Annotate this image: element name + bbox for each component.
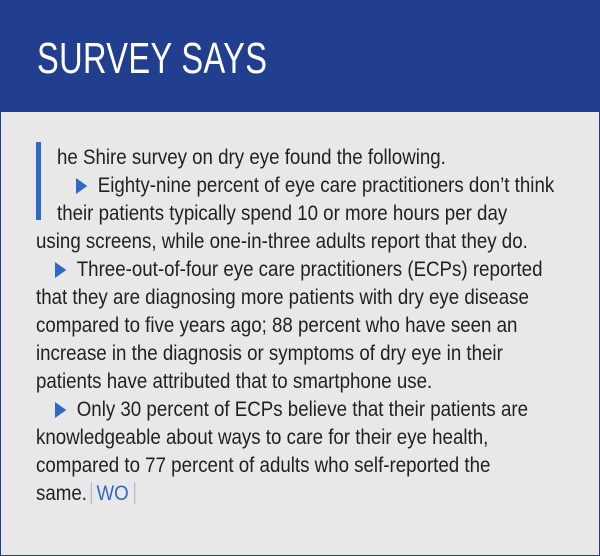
- body-line-8: increase in the diagnosis or symptoms of…: [36, 339, 503, 367]
- body-line-1: he Shire survey on dry eye found the fol…: [57, 143, 446, 171]
- bullet-1-text-cont: their patients typically spend 10 or mor…: [57, 201, 508, 225]
- bullet-2-text: Three-out-of-four eye care practitioners…: [76, 257, 543, 281]
- body-line-11: knowledgeable about ways to care for the…: [36, 423, 488, 451]
- body-line-7: compared to five years ago; 88 percent w…: [36, 311, 517, 339]
- triangle-bullet-icon: [55, 262, 67, 278]
- sidebar-header: SURVEY SAYS: [1, 1, 599, 112]
- triangle-bullet-icon: [76, 178, 88, 194]
- bullet-1-text: Eighty-nine percent of eye care practiti…: [97, 173, 555, 197]
- body-line-10: Only 30 percent of ECPs believe that the…: [55, 395, 528, 423]
- bullet-2-text-cont: that they are diagnosing more patients w…: [36, 285, 529, 309]
- body-line-6: that they are diagnosing more patients w…: [36, 283, 529, 311]
- bullet-1-text-end: using screens, while one-in-three adults…: [36, 229, 528, 253]
- sidebar-title: SURVEY SAYS: [37, 34, 268, 83]
- body-line-4: using screens, while one-in-three adults…: [36, 227, 528, 255]
- body-line-5: Three-out-of-four eye care practitioners…: [55, 255, 542, 283]
- body-line-12: compared to 77 percent of adults who sel…: [36, 451, 490, 479]
- body-line-3: their patients typically spend 10 or mor…: [57, 199, 507, 227]
- bullet-3-text-end: same.: [36, 481, 87, 505]
- bullet-2-text-cont: compared to five years ago; 88 percent w…: [36, 313, 518, 337]
- intro-text: he Shire survey on dry eye found the fol…: [57, 145, 446, 169]
- triangle-bullet-icon: [55, 402, 67, 418]
- bullet-2-text-cont: increase in the diagnosis or symptoms of…: [36, 341, 503, 365]
- end-mark: WO: [90, 482, 135, 504]
- body-line-9: patients have attributed that to smartph…: [36, 367, 432, 395]
- bullet-3-text-cont: knowledgeable about ways to care for the…: [36, 425, 489, 449]
- body-line-2: Eighty-nine percent of eye care practiti…: [76, 171, 554, 199]
- dropcap-bar-icon: [36, 142, 41, 220]
- bullet-3-text-cont: compared to 77 percent of adults who sel…: [36, 453, 491, 477]
- bullet-2-text-end: patients have attributed that to smartph…: [36, 369, 433, 393]
- bullet-3-text: Only 30 percent of ECPs believe that the…: [76, 397, 529, 421]
- body-line-13: same. WO: [36, 479, 135, 507]
